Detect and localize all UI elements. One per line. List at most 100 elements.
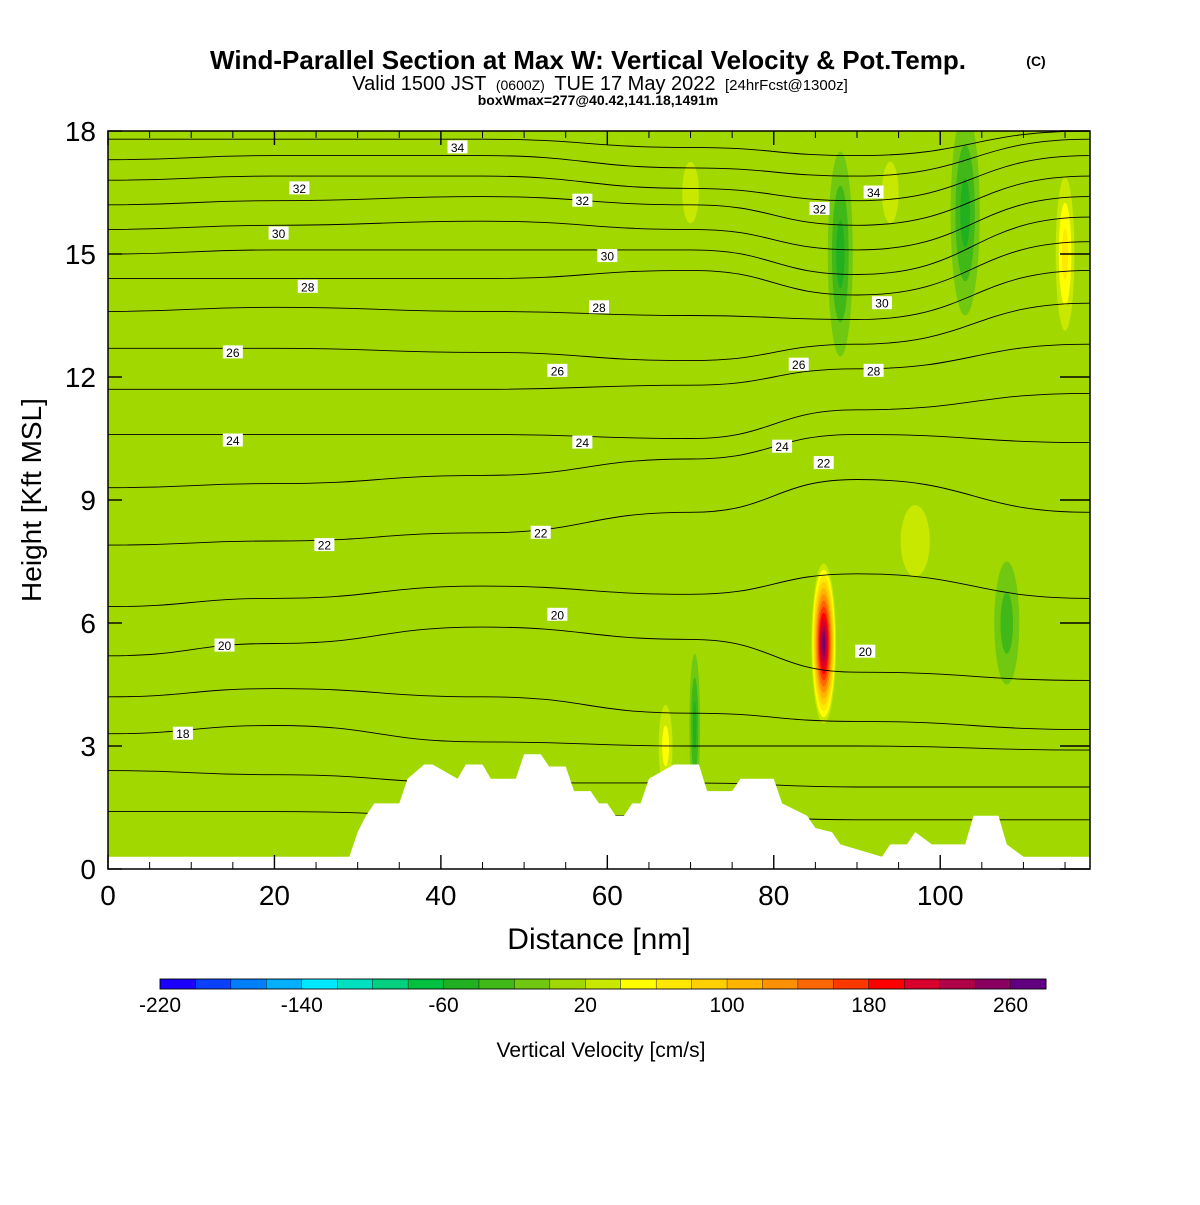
valid-date: TUE 17 May 2022 bbox=[554, 73, 715, 95]
colorbar-swatch bbox=[974, 978, 1012, 990]
colorbar-swatch bbox=[478, 978, 515, 990]
isentrope-27 bbox=[108, 269, 1090, 321]
copyright-mark: (C) bbox=[1026, 53, 1045, 69]
colorbar-tick-label: -60 bbox=[428, 994, 458, 1017]
colorbar-swatch bbox=[620, 978, 657, 990]
isentrope-23 bbox=[108, 433, 1090, 489]
contour-label-bg bbox=[589, 300, 609, 314]
contour-label: 32 bbox=[289, 181, 310, 196]
y-tick-label: 3 bbox=[80, 731, 96, 762]
contour-label: 32 bbox=[809, 201, 830, 216]
contour-label-text: 30 bbox=[875, 297, 889, 311]
contour-label-text: 24 bbox=[226, 434, 240, 448]
contour-label-text: 18 bbox=[176, 727, 190, 741]
contour-label: 24 bbox=[772, 439, 793, 454]
contour-label-text: 22 bbox=[534, 526, 548, 540]
downdraft-7 bbox=[689, 653, 701, 798]
terrain bbox=[108, 754, 1090, 869]
colorbar-frame bbox=[159, 978, 1047, 990]
isentrope-28 bbox=[108, 241, 1090, 296]
valid-utc: (0600Z) bbox=[496, 77, 545, 93]
contour-label-text: 26 bbox=[226, 346, 240, 360]
colorbar-swatch bbox=[514, 978, 551, 990]
contour-label-bg bbox=[863, 185, 884, 199]
isentrope-21 bbox=[108, 573, 1090, 608]
colorbar-swatch bbox=[939, 978, 976, 990]
contour-label: 28 bbox=[589, 300, 609, 315]
colorbar-tick-label: 180 bbox=[851, 994, 886, 1017]
colorbar-swatch bbox=[868, 978, 905, 990]
contour-label-text: 34 bbox=[451, 141, 465, 155]
colorbar-label: Vertical Velocity [cm/s] bbox=[497, 1039, 706, 1062]
contour-label-text: 24 bbox=[775, 440, 789, 454]
contour-label-bg bbox=[530, 525, 551, 539]
colorbar-tick-label: 20 bbox=[574, 994, 597, 1017]
isentrope-17 bbox=[108, 770, 1090, 788]
contour-label-bg bbox=[222, 345, 243, 359]
contour-label: 18 bbox=[172, 726, 193, 741]
isentrope-19 bbox=[108, 688, 1090, 731]
contour-label-bg bbox=[289, 181, 310, 195]
contour-label: 30 bbox=[871, 296, 892, 311]
isentrope-32 bbox=[108, 155, 1090, 202]
plot-area: 34 32 30 28 26 24 22 20 18 32 30 28 26 24 22 20 34 32 30 28… bbox=[108, 131, 1090, 869]
colorbar-swatch bbox=[726, 978, 763, 990]
updraft-2 bbox=[886, 469, 945, 613]
updraft-band bbox=[199, 213, 250, 541]
x-tick-label: 100 bbox=[917, 880, 964, 911]
y-tick-label: 6 bbox=[80, 608, 96, 639]
box-info: boxWmax=277@40.42,141.18,1491m bbox=[478, 92, 719, 108]
colorbar-swatch bbox=[266, 978, 303, 990]
contour-label-bg bbox=[788, 357, 809, 371]
contour-label: 30 bbox=[268, 226, 289, 241]
valid-time-line: Valid 1500 JST (0600Z) TUE 17 May 2022 [… bbox=[352, 73, 848, 95]
contour-label-bg bbox=[813, 456, 834, 470]
forecast-info: [24hrFcst@1300z] bbox=[725, 77, 848, 94]
isentrope-20 bbox=[108, 626, 1090, 681]
x-tick-label: 40 bbox=[425, 880, 456, 911]
contour-label-text: 22 bbox=[318, 539, 332, 553]
colorbar-swatch bbox=[230, 978, 267, 990]
updraft-band bbox=[881, 161, 899, 224]
contour-label: 20 bbox=[855, 644, 876, 659]
contour-label: 20 bbox=[547, 607, 568, 622]
contour-label: 34 bbox=[863, 185, 884, 200]
y-tick-label: 18 bbox=[65, 116, 96, 147]
contour-label-text: 30 bbox=[272, 227, 286, 241]
isentrope-31 bbox=[108, 175, 1090, 226]
colorbar-tick-label: 260 bbox=[993, 994, 1028, 1017]
colorbar-swatch bbox=[301, 978, 338, 990]
isentrope-25 bbox=[108, 343, 1090, 390]
contour-label: 22 bbox=[314, 538, 335, 553]
contour-label-text: 32 bbox=[813, 202, 827, 216]
colorbar-swatch bbox=[762, 978, 799, 990]
contour-label: 28 bbox=[297, 279, 318, 294]
contour-label: 26 bbox=[788, 357, 809, 372]
contour-label-bg bbox=[172, 726, 193, 740]
updraft-band bbox=[682, 161, 699, 224]
valid-prefix: Valid 1500 JST bbox=[352, 73, 486, 95]
contour-label-bg bbox=[314, 538, 335, 552]
y-tick-label: 0 bbox=[80, 854, 96, 885]
contour-label-text: 22 bbox=[817, 457, 831, 471]
colorbar-swatch bbox=[585, 978, 622, 990]
isentrope-26 bbox=[108, 302, 1090, 362]
colorbar-swatch bbox=[443, 978, 480, 990]
x-tick-label: 0 bbox=[100, 880, 116, 911]
field-background bbox=[108, 131, 1090, 869]
x-tick-label: 80 bbox=[758, 880, 789, 911]
contour-label-bg bbox=[547, 363, 568, 377]
x-tick-label: 60 bbox=[592, 880, 623, 911]
contour-label-bg bbox=[809, 201, 830, 215]
contour-label-bg bbox=[222, 433, 243, 447]
contour-label-text: 20 bbox=[551, 608, 565, 622]
isentrope-contours bbox=[108, 131, 1090, 821]
colorbar-swatch bbox=[655, 978, 693, 990]
contour-label-bg bbox=[863, 363, 884, 377]
updraft-band bbox=[900, 505, 930, 577]
downdraft-band bbox=[1000, 592, 1014, 654]
downdraft-8 bbox=[827, 151, 853, 357]
colorbar-swatch bbox=[407, 978, 445, 990]
velocity-field bbox=[108, 131, 1090, 869]
